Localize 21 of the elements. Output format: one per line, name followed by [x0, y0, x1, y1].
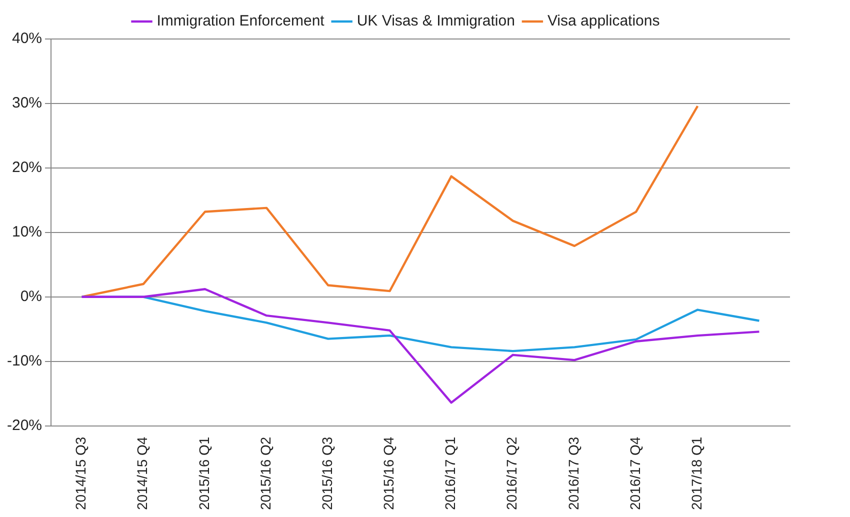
x-tick-label: 2014/15 Q3 [72, 436, 89, 510]
y-tick-label: 0% [20, 288, 42, 306]
x-tick-label: 2016/17 Q2 [504, 436, 520, 510]
legend-label: Visa applications [547, 12, 660, 30]
legend-label: Immigration Enforcement [156, 12, 326, 30]
y-tick-label: 30% [12, 94, 42, 112]
x-tick-label: 2015/16 Q1 [196, 436, 212, 510]
x-tick-label: 2014/15 Q4 [134, 436, 150, 510]
y-tick-label: -20% [6, 416, 42, 434]
x-tick-label: 2015/16 Q4 [380, 436, 397, 510]
x-tick-label: 2016/17 Q4 [626, 436, 643, 510]
x-tick-label: 2017/18 Q1 [688, 436, 704, 510]
x-tick-label: 2015/16 Q3 [318, 436, 335, 510]
x-tick-label: 2016/17 Q3 [565, 436, 582, 510]
x-tick-label: 2015/16 Q2 [257, 436, 274, 510]
x-tick-label: 2016/17 Q1 [442, 436, 458, 510]
y-tick-label: 40% [12, 30, 42, 48]
y-tick-label: 10% [12, 224, 42, 241]
y-tick-label: -10% [6, 352, 42, 370]
y-tick-label: 20% [12, 159, 42, 176]
legend-label: UK Visas & Immigration [356, 12, 515, 30]
